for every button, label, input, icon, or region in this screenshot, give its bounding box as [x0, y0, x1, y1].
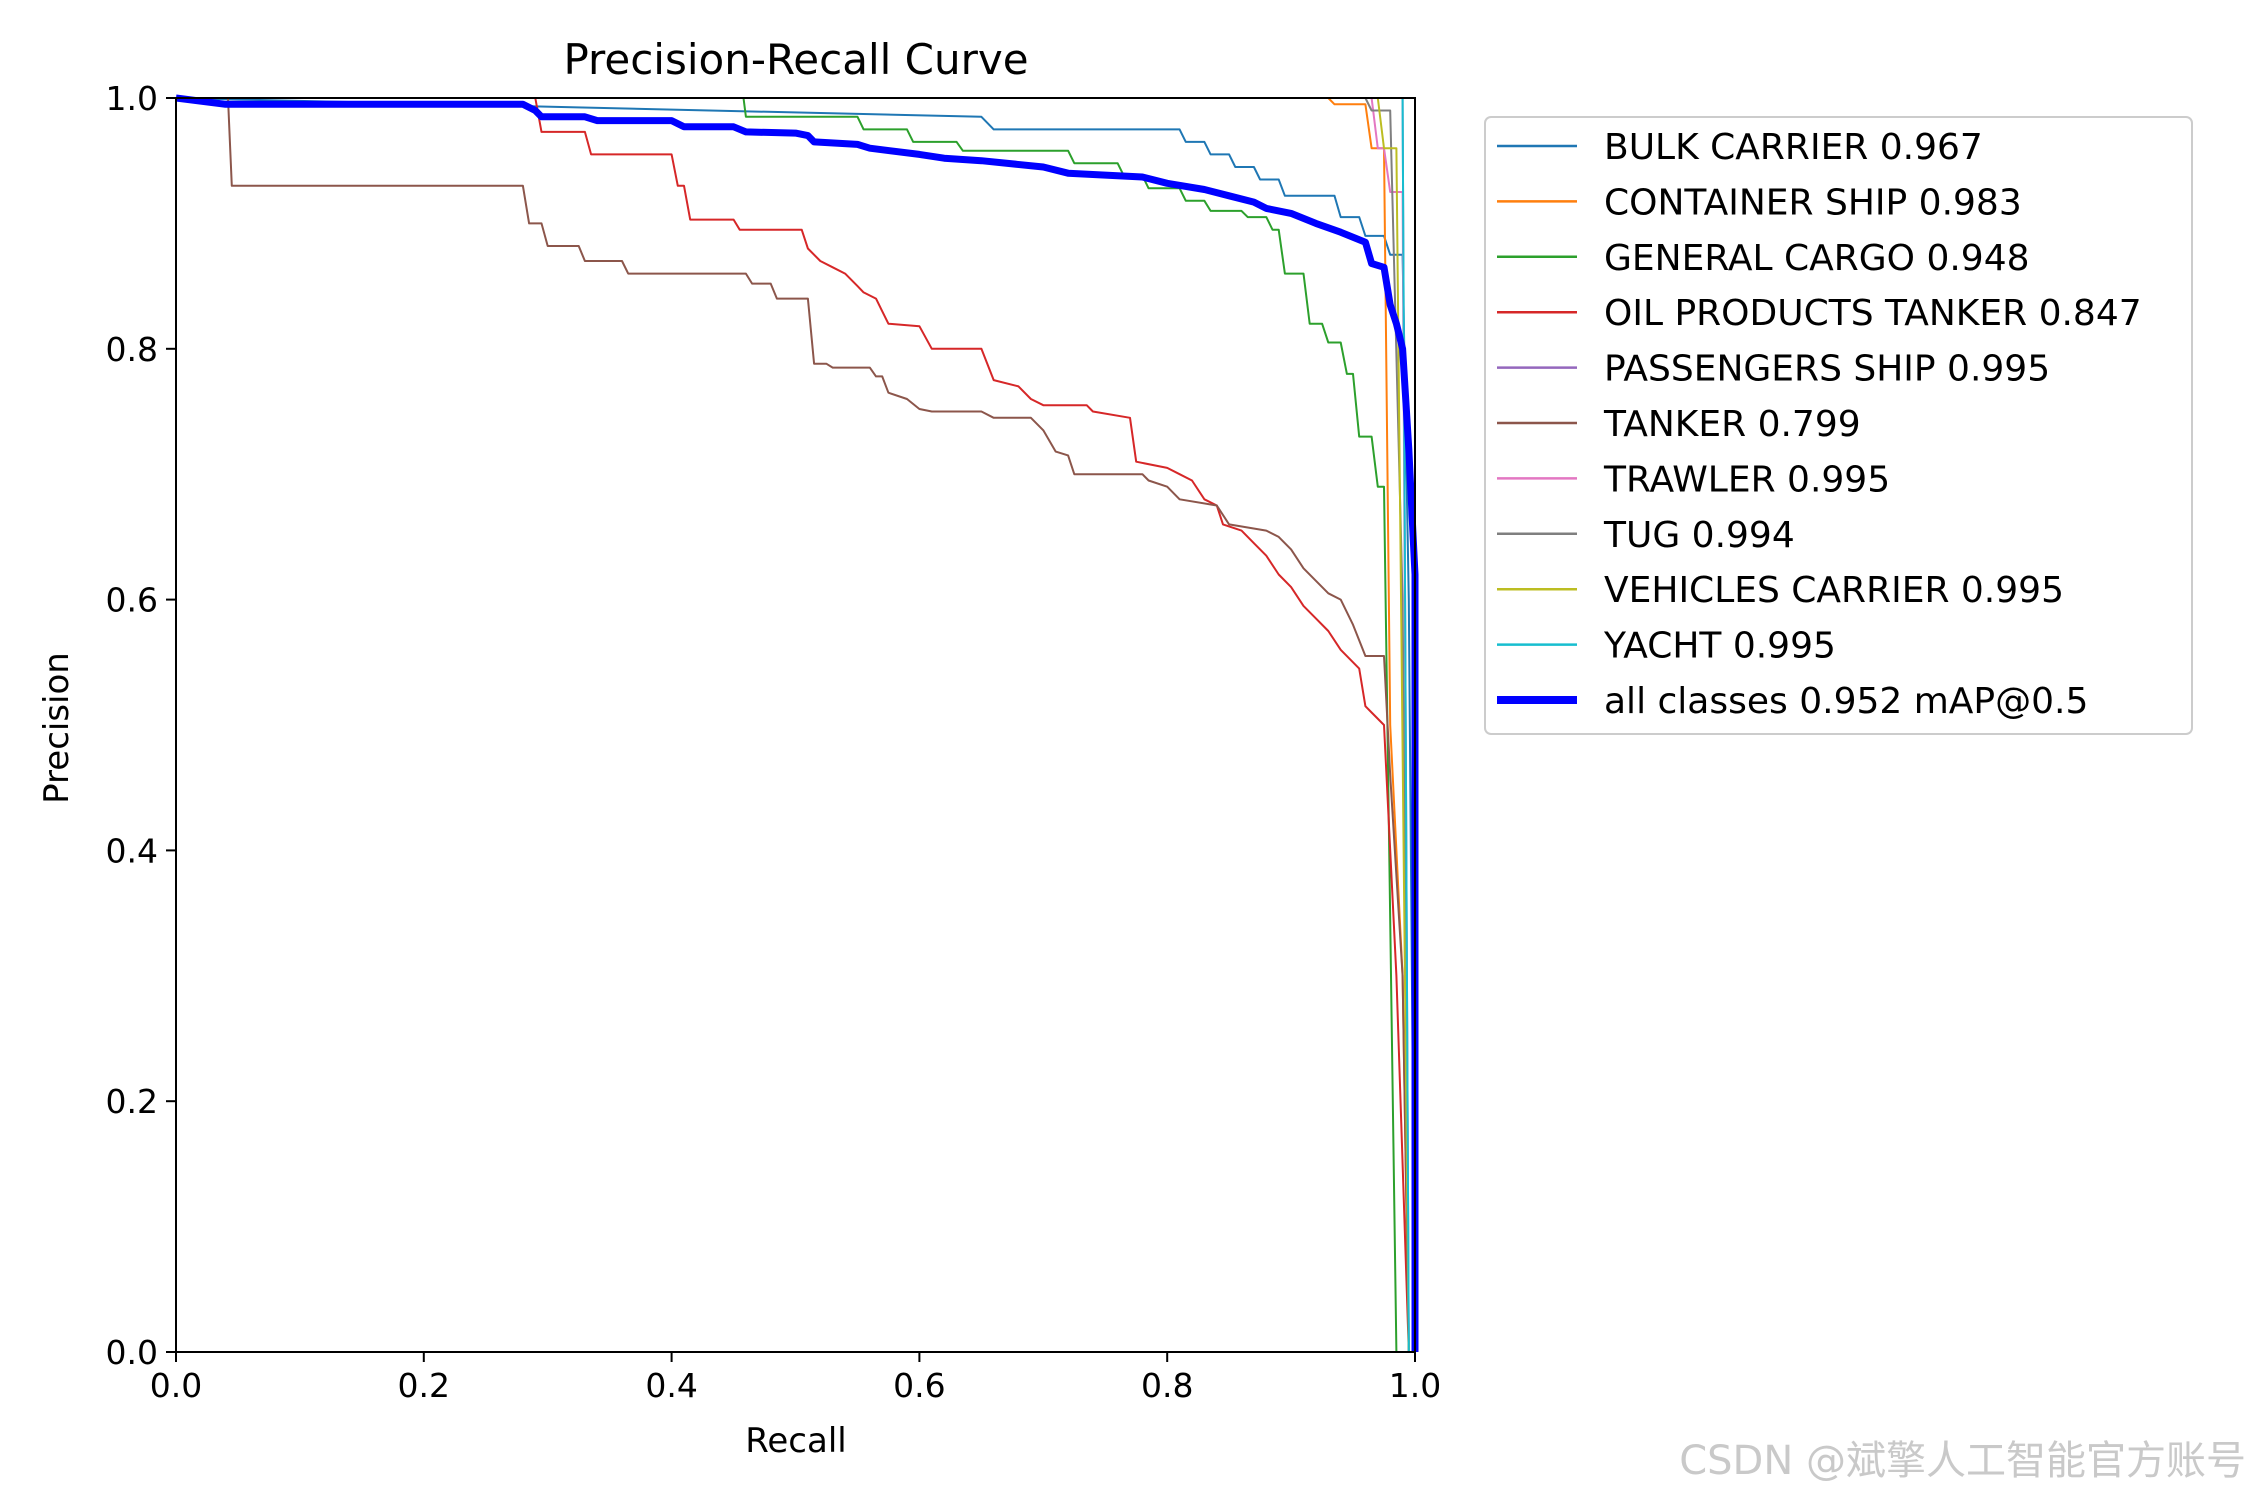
- y-tick-label: 0.6: [106, 581, 158, 620]
- y-axis-ticks: 0.0 0.2 0.4 0.6 0.8 1.0: [106, 79, 176, 1372]
- series-line-7: [176, 97, 1410, 1353]
- x-tick-label: 0.0: [150, 1366, 202, 1405]
- legend-entry: CONTAINER SHIP 0.983: [1604, 182, 2022, 223]
- legend-entry: YACHT 0.995: [1603, 626, 1836, 667]
- x-tick-label: 0.4: [645, 1366, 697, 1405]
- series-line-0: [175, 97, 1416, 1353]
- series-line-1: [176, 97, 1410, 1353]
- x-axis-label: Recall: [745, 1421, 846, 1461]
- y-tick-label: 0.0: [106, 1333, 158, 1372]
- legend-entry: VEHICLES CARRIER 0.995: [1604, 570, 2064, 611]
- y-axis-label: Precision: [37, 652, 77, 804]
- legend-entry: GENERAL CARGO 0.948: [1604, 238, 2030, 279]
- series-line-6: [176, 97, 1410, 1353]
- x-axis-ticks: 0.0 0.2 0.4 0.6 0.8 1.0: [150, 1352, 1441, 1405]
- watermark: CSDN @斌擎人工智能官方账号: [1679, 1438, 2246, 1484]
- series-line-8: [176, 97, 1410, 1353]
- series-line-4: [176, 97, 1410, 1353]
- series-line-9: [176, 97, 1410, 1353]
- plot-frame: [175, 97, 1416, 1353]
- legend-entry: TRAWLER 0.995: [1603, 459, 1890, 500]
- y-tick-label: 0.4: [106, 831, 158, 870]
- x-tick-label: 0.2: [398, 1366, 450, 1405]
- legend-entry: BULK CARRIER 0.967: [1604, 127, 1983, 168]
- y-tick-label: 0.2: [106, 1082, 158, 1121]
- chart-title: Precision-Recall Curve: [563, 35, 1028, 84]
- legend-entry: TUG 0.994: [1603, 515, 1795, 556]
- series-line-5: [176, 97, 1410, 1353]
- legend-box: [1484, 116, 2193, 735]
- plot-curves: [175, 94, 1419, 1353]
- legend: BULK CARRIER 0.967 CONTAINER SHIP 0.983 GE…: [1484, 116, 2193, 735]
- x-tick-label: 1.0: [1389, 1366, 1441, 1405]
- series-line-10: [175, 94, 1419, 1352]
- series-line-2: [176, 97, 1398, 1353]
- legend-entry: TANKER 0.799: [1603, 404, 1861, 445]
- y-tick-label: 1.0: [106, 79, 158, 118]
- y-tick-label: 0.8: [106, 330, 158, 369]
- legend-entry: all classes 0.952 mAP@0.5: [1604, 681, 2088, 722]
- x-tick-label: 0.6: [893, 1366, 945, 1405]
- legend-entry: PASSENGERS SHIP 0.995: [1604, 349, 2050, 390]
- series-line-3: [176, 97, 1410, 1353]
- legend-entry: OIL PRODUCTS TANKER 0.847: [1604, 293, 2142, 334]
- x-tick-label: 0.8: [1141, 1366, 1193, 1405]
